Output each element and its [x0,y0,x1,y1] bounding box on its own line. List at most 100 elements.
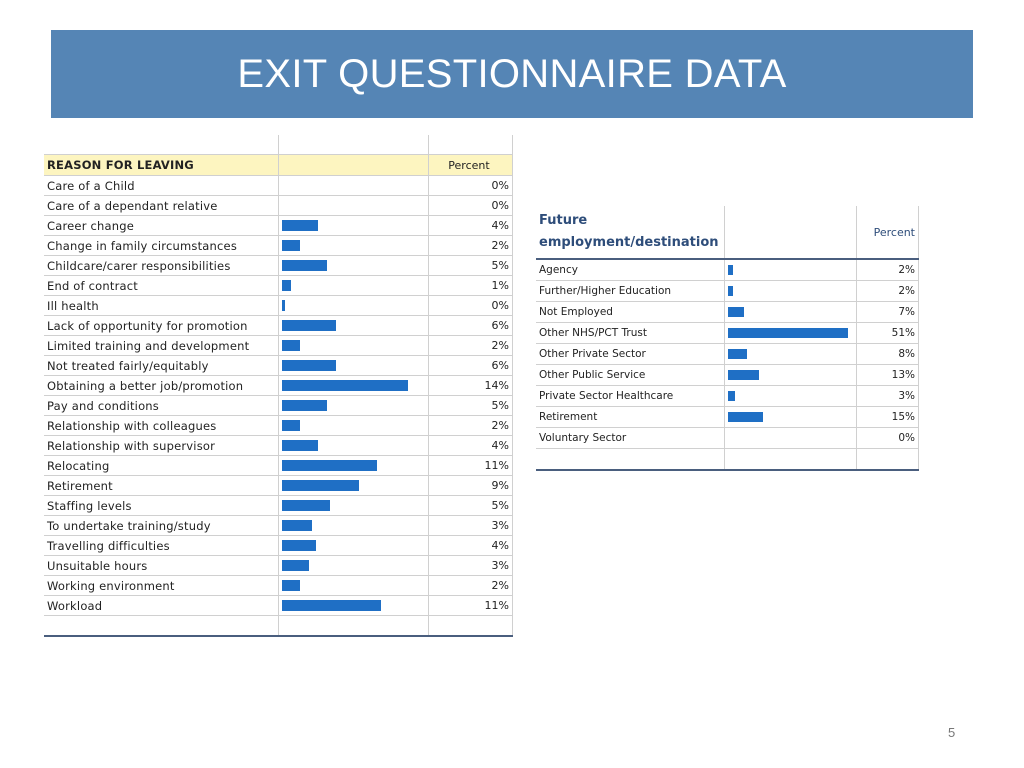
data-bar [282,480,359,491]
row-label: Workload [44,595,279,616]
row-label: Childcare/carer responsibilities [44,255,279,276]
data-bar [282,360,336,371]
row-percent: 2% [428,235,513,256]
bar-cell [278,555,429,576]
bar-cell [724,322,857,344]
bar-cell [724,301,857,323]
bar-cell [278,395,429,416]
table-row: Other Private Sector 8% [536,343,919,365]
bar-cell [278,275,429,296]
row-label: Career change [44,215,279,236]
table-row: Voluntary Sector 0% [536,427,919,449]
data-bar [282,320,336,331]
bar-cell [278,195,429,216]
data-bar [282,540,316,551]
row-percent: 0% [428,195,513,216]
row-percent: 11% [428,595,513,616]
bar-cell [724,385,857,407]
table-row-blank [44,615,513,637]
bar-cell [724,427,857,449]
row-label: Change in family circumstances [44,235,279,256]
row-percent: 5% [428,495,513,516]
table-row: Lack of opportunity for promotion 6% [44,315,513,336]
bar-cell [724,406,857,428]
bar-cell [278,375,429,396]
table-row: Change in family circumstances 2% [44,235,513,256]
data-bar [282,220,318,231]
row-percent: 14% [428,375,513,396]
bar-cell [278,355,429,376]
slide-title: EXIT QUESTIONNAIRE DATA [237,51,787,96]
data-bar [282,520,312,531]
row-label: Unsuitable hours [44,555,279,576]
data-bar [282,300,285,311]
reasons-header-percent: Percent [428,154,513,176]
bar-cell [278,595,429,616]
bar-cell [278,255,429,276]
row-label: Care of a dependant relative [44,195,279,216]
table-row: Other NHS/PCT Trust 51% [536,322,919,344]
row-label: Voluntary Sector [536,427,725,449]
row-percent: 51% [856,322,919,344]
bar-cell [278,535,429,556]
bar-cell [278,235,429,256]
slide-number: 5 [948,725,956,740]
row-label: Relationship with supervisor [44,435,279,456]
data-bar [282,560,309,571]
row-label: Relationship with colleagues [44,415,279,436]
bar-cell [278,215,429,236]
data-bar [282,440,318,451]
row-label: Limited training and development [44,335,279,356]
data-bar [728,328,848,338]
row-percent: 13% [856,364,919,386]
bar-cell [278,435,429,456]
data-bar [728,307,744,317]
destinations-header-percent: Percent [856,206,919,260]
row-label: End of contract [44,275,279,296]
table-row: Staffing levels 5% [44,495,513,516]
row-label: Care of a Child [44,175,279,196]
table-row: Retirement 15% [536,406,919,428]
destinations-header-label: Future employment/destination [536,206,725,260]
row-percent: 3% [428,555,513,576]
row-label: Staffing levels [44,495,279,516]
row-percent: 11% [428,455,513,476]
table-row: Not Employed 7% [536,301,919,323]
row-label: Not treated fairly/equitably [44,355,279,376]
bar-cell [278,495,429,516]
reasons-table: REASON FOR LEAVING Percent Care of a Chi… [44,135,513,637]
bar-cell [278,475,429,496]
data-bar [282,600,381,611]
row-label: To undertake training/study [44,515,279,536]
data-bar [282,280,291,291]
row-label: Travelling difficulties [44,535,279,556]
row-percent: 4% [428,215,513,236]
row-label: Pay and conditions [44,395,279,416]
table-row: Relocating 11% [44,455,513,476]
row-label: Not Employed [536,301,725,323]
row-label: Private Sector Healthcare [536,385,725,407]
row-label: Other Public Service [536,364,725,386]
data-bar [728,370,759,380]
data-bar [728,349,747,359]
data-bar [282,380,408,391]
row-percent: 7% [856,301,919,323]
data-bar [282,420,300,431]
row-percent: 5% [428,395,513,416]
table-row: Pay and conditions 5% [44,395,513,416]
table-row: Career change 4% [44,215,513,236]
row-percent: 1% [428,275,513,296]
row-label: Working environment [44,575,279,596]
row-percent: 2% [428,575,513,596]
row-label: Other NHS/PCT Trust [536,322,725,344]
table-row: Travelling difficulties 4% [44,535,513,556]
bar-cell [278,335,429,356]
bar-cell [278,515,429,536]
bar-cell [278,415,429,436]
row-label: Obtaining a better job/promotion [44,375,279,396]
row-percent: 4% [428,435,513,456]
data-bar [282,460,377,471]
table-row: Ill health 0% [44,295,513,316]
row-label: Retirement [44,475,279,496]
table-row: Relationship with colleagues 2% [44,415,513,436]
